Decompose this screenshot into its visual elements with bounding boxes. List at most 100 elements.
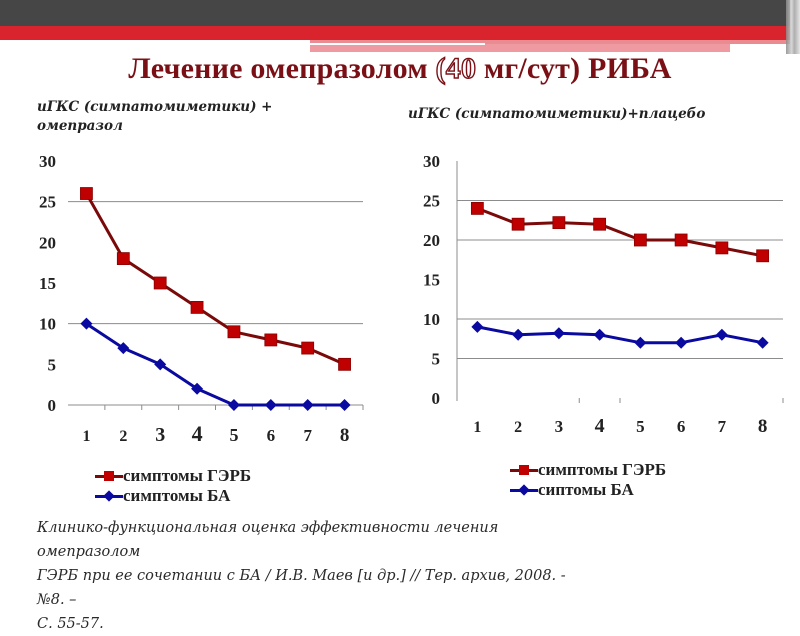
right-chart-legend: симптомы ГЭРБ сиптомы БА (510, 460, 666, 500)
data-point-ba (675, 336, 688, 349)
legend-item-gerd: симптомы ГЭРБ (95, 466, 251, 486)
data-point-gerd (227, 325, 241, 339)
data-point-ba (715, 328, 728, 341)
legend-label: сиптомы БА (538, 480, 634, 499)
y-tick-label: 15 (39, 274, 56, 293)
x-tick-label: 4 (192, 421, 203, 446)
data-point-gerd (674, 233, 688, 247)
y-tick-label: 5 (432, 350, 441, 369)
series-line-ba (85, 322, 345, 407)
x-tick-label: 4 (595, 415, 605, 437)
legend-square-marker-icon (510, 460, 538, 480)
series-line-gerd (476, 207, 763, 258)
y-tick-label: 5 (48, 355, 57, 374)
data-point-gerd (511, 217, 525, 231)
title-part-1: Лечение омепразолом (128, 52, 436, 85)
data-point-ba (756, 336, 769, 349)
header-dark-band (0, 0, 790, 26)
data-point-gerd (470, 201, 484, 215)
data-point-gerd (153, 276, 167, 290)
x-tick-label: 7 (718, 417, 727, 436)
data-point-gerd (756, 249, 770, 263)
x-tick-label: 2 (514, 419, 522, 436)
y-tick-label: 10 (423, 310, 440, 329)
legend-item-ba: симптомы БА (95, 486, 251, 506)
x-tick-label: 5 (636, 417, 645, 436)
header-red-band (0, 26, 790, 40)
data-point-ba (264, 399, 277, 411)
data-point-ba (552, 327, 565, 340)
citation-line-1: Клинико-функциональная оценка эффективно… (37, 520, 499, 560)
data-point-gerd (593, 217, 607, 231)
x-tick-label: 6 (677, 417, 686, 436)
data-point-ba (634, 336, 647, 349)
x-tick-label: 3 (155, 424, 165, 446)
citation: Клинико-функциональная оценка эффективно… (37, 516, 597, 636)
legend-label: симптомы БА (123, 486, 231, 505)
legend-label: симптомы ГЭРБ (123, 466, 252, 485)
y-tick-label: 30 (423, 152, 440, 171)
x-tick-label: 2 (119, 428, 127, 445)
header-pink-stripe (310, 40, 790, 44)
citation-line-3: С. 55-57. (37, 616, 104, 632)
citation-line-2: ГЭРБ при ее сочетании с БА / И.В. Маев [… (37, 568, 566, 608)
y-tick-label: 15 (423, 271, 440, 290)
data-point-gerd (338, 357, 351, 371)
data-point-gerd (715, 241, 729, 255)
charts-svg: 0 5 10 15 20 25 30 1 2 3 4 5 6 7 8 0 5 10 15 20 25 30 1 2 3 4 5 6 7 8 (39, 152, 784, 446)
left-chart-subtitle: иГКС (симпатомиметики) + омепразол (37, 98, 417, 136)
left-subtitle-line-2: омепразол (37, 118, 123, 134)
header-white-line (310, 43, 485, 45)
data-point-ba (191, 382, 204, 395)
right-chart-subtitle: иГКС (симпатомиметики)+плацебо (408, 105, 788, 124)
legend-label: симптомы ГЭРБ (538, 460, 667, 479)
data-point-ba (512, 328, 525, 341)
series-line-ba (477, 325, 763, 345)
data-point-ba (117, 342, 130, 355)
x-tick-label: 1 (82, 428, 90, 445)
y-tick-label: 25 (39, 193, 56, 212)
data-point-gerd (301, 341, 315, 355)
y-tick-label: 25 (423, 192, 440, 211)
right-subtitle-line-1: иГКС (симпатомиметики)+плацебо (408, 106, 706, 122)
x-tick-label: 8 (758, 416, 768, 437)
y-tick-label: 0 (48, 396, 57, 415)
legend-item-gerd: симптомы ГЭРБ (510, 460, 666, 480)
data-point-gerd (633, 233, 647, 247)
data-point-ba (471, 320, 484, 333)
left-subtitle-line-1: иГКС (симпатомиметики) + (37, 99, 273, 115)
x-tick-label: 3 (555, 417, 564, 436)
y-tick-label: 20 (39, 233, 56, 252)
data-point-ba (80, 317, 93, 330)
data-point-gerd (190, 300, 204, 314)
data-point-ba (227, 399, 240, 411)
header-edge-shade (786, 0, 800, 54)
y-tick-label: 30 (39, 152, 56, 171)
title-highlight: (40 (435, 51, 477, 85)
header-pink-stripe-lower (310, 44, 730, 52)
legend-item-ba: сиптомы БА (510, 480, 666, 500)
y-tick-label: 0 (432, 389, 441, 408)
x-tick-label: 8 (340, 425, 350, 446)
data-point-gerd (116, 252, 130, 266)
legend-square-marker-icon (95, 466, 123, 486)
series-line-gerd (85, 192, 346, 366)
legend-diamond-marker-icon (510, 480, 538, 500)
data-point-ba (301, 399, 314, 411)
data-point-ba (593, 328, 606, 341)
x-tick-label: 6 (267, 426, 276, 445)
slide-title: Лечение омепразолом (40 мг/сут) РИБА (0, 51, 800, 86)
title-part-2: мг/сут) РИБА (476, 52, 672, 85)
data-point-ba (154, 358, 167, 371)
data-point-gerd (552, 216, 566, 230)
data-point-gerd (264, 333, 278, 347)
y-tick-label: 20 (423, 231, 440, 250)
x-tick-label: 5 (229, 425, 238, 445)
x-tick-label: 7 (303, 426, 312, 445)
data-point-ba (338, 399, 351, 411)
x-tick-label: 1 (473, 419, 481, 436)
y-tick-label: 10 (39, 315, 56, 334)
data-point-gerd (80, 187, 93, 200)
left-chart-legend: симптомы ГЭРБ симптомы БА (95, 466, 251, 506)
legend-diamond-marker-icon (95, 486, 123, 506)
